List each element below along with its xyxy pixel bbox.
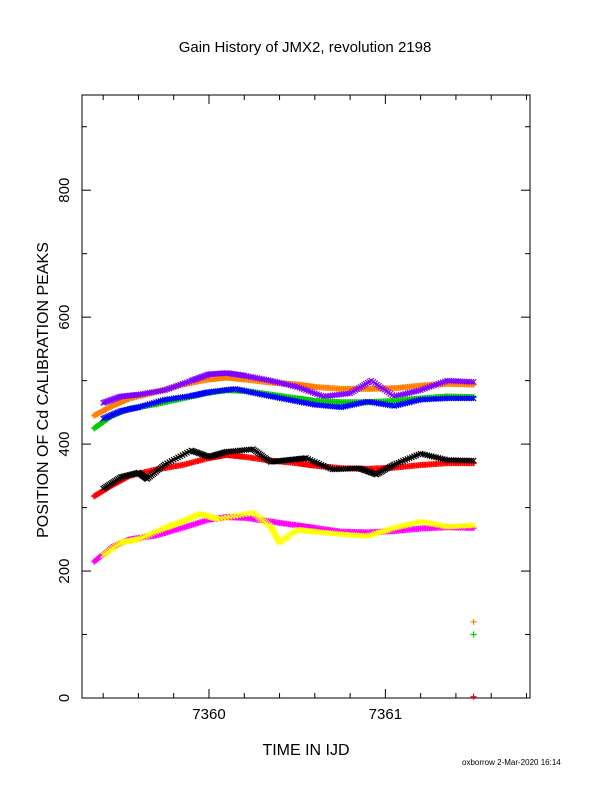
y-axis-label: POSITION OF Cd CALIBRATION PEAKS [35,242,52,538]
data-point-cross [450,395,457,402]
y-tick-label: 800 [56,178,73,203]
data-point-cross [455,395,462,402]
data-point-cross [444,395,451,402]
data-point-plus [470,631,477,638]
x-axis-label: TIME IN IJD [262,742,349,759]
x-tick-label: 7361 [369,706,402,723]
data-point-cross [448,395,455,402]
data-point-cross [470,395,477,402]
plot-frame [81,94,531,699]
data-point-cross [457,395,464,402]
data-point-cross [468,378,475,385]
x-tick-label: 7360 [192,706,225,723]
data-point-cross [459,395,466,402]
data-point-cross [452,395,459,402]
axis-ticks: 0 200 400 600 800 7360 7361 [56,95,530,723]
footer-credit: oxborrow 2-Mar-2020 16:14 [462,758,561,767]
data-point-cross [463,395,470,402]
data-point-cross [468,522,475,529]
y-tick-label: 200 [56,559,73,584]
y-tick-label: 400 [56,432,73,457]
y-tick-label: 0 [56,694,73,702]
data-point-cross [461,395,468,402]
data-point-cross [470,457,477,464]
data-point-cross [468,457,475,464]
data-point-cross [446,395,453,402]
data-point-cross [470,522,477,529]
data-point-cross [470,378,477,385]
y-tick-label: 600 [56,305,73,330]
data-point-cross [344,390,351,397]
data-point-cross [468,395,475,402]
data-point-cross [466,395,473,402]
data-point-plus [470,693,477,700]
data-points [91,369,477,700]
data-point-cross [133,536,140,543]
data-point-cross [159,387,166,394]
chart-title: Gain History of JMX2, revolution 2198 [179,39,432,56]
data-point-plus [470,618,477,625]
